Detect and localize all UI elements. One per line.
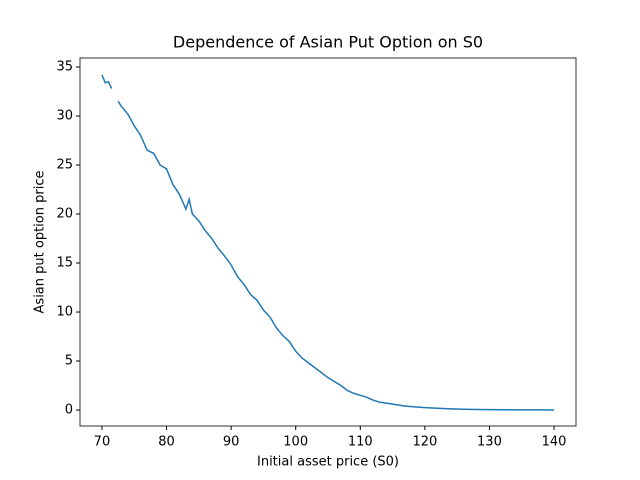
y-tick-label: 25 <box>56 158 73 173</box>
y-tick-label: 0 <box>65 403 73 418</box>
plot-frame <box>79 57 577 427</box>
x-tick-label: 70 <box>94 435 111 450</box>
x-tick-label: 140 <box>542 435 567 450</box>
x-tick-label: 110 <box>348 435 373 450</box>
y-tick-label: 10 <box>56 305 73 320</box>
y-tick-label: 5 <box>65 354 73 369</box>
x-tick-label: 120 <box>412 435 437 450</box>
x-axis-label: Initial asset price (S0) <box>257 455 399 470</box>
chart-title: Dependence of Asian Put Option on S0 <box>173 33 483 52</box>
y-tick-label: 35 <box>56 60 73 75</box>
data-line <box>101 74 555 411</box>
y-tick-label: 20 <box>56 207 73 222</box>
y-tick-label: 15 <box>56 256 73 271</box>
x-tick-label: 100 <box>283 435 308 450</box>
y-axis-label: Asian put option price <box>33 171 48 314</box>
x-tick-label: 80 <box>158 435 175 450</box>
y-tick-label: 30 <box>56 109 73 124</box>
x-tick-label: 90 <box>223 435 240 450</box>
x-tick-label: 130 <box>477 435 502 450</box>
